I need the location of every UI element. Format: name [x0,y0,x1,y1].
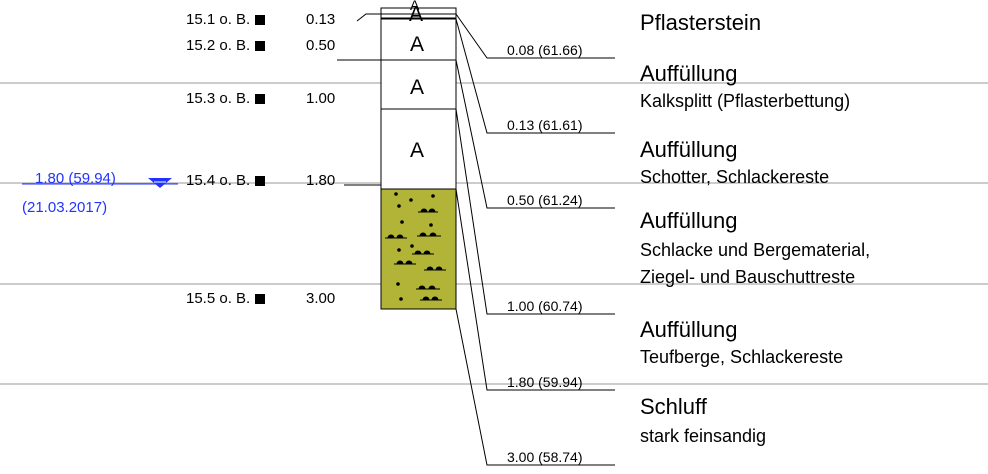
leader-0-08 [455,13,615,59]
elevation-label: 1.80 (59.94) [507,374,583,390]
layer-title: Auffüllung [640,137,738,162]
layer-symbol: A [409,3,424,26]
groundwater-marker [22,178,178,188]
layer-title: Schluff [640,394,707,419]
layer-description: Teufberge, Schlackereste [640,347,844,367]
sample-label: 15.4 o. B. [186,173,266,188]
layer-symbol: A [410,33,425,56]
layer-symbol: A [410,76,425,99]
sample-label: 15.2 o. B. [186,38,266,53]
sample-marker-icon [255,15,266,25]
layer-description: Schlacke und Bergematerial, [640,240,871,260]
leader-0-50 [455,59,615,209]
groundwater-date: (21.03.2017) [22,199,108,216]
layer-symbol: A [410,0,420,13]
elevation-label: 0.50 (61.24) [507,192,583,208]
layer-kalksplitt [380,18,457,61]
layer-schluff [380,188,457,310]
soil-column [380,7,457,310]
sample-marker-icon [255,41,266,51]
sample-label: 15.1 o. B. [186,12,266,27]
leader-0-13 [356,13,381,22]
layer-schotter [380,59,457,110]
leader-1-80 [455,188,615,391]
sample-depth: 3.00 [306,290,336,307]
elevation-label: 3.00 (58.74) [507,449,583,465]
sample-depth: 1.80 [306,172,336,189]
layer-description: Schotter, Schlackereste [640,167,830,187]
leader-3-00 [455,308,615,466]
sample-label: 15.5 o. B. [186,291,266,306]
elevation-label: 0.13 (61.61) [507,117,583,133]
elevation-label: 1.00 (60.74) [507,298,583,314]
layer-description: stark feinsandig [640,426,767,446]
sample-label: 15.3 o. B. [186,91,266,106]
sample-depth: 1.00 [306,90,336,107]
sample-depth: 0.13 [306,11,336,28]
sample-marker-icon [255,294,266,304]
layer-schlacke [380,108,457,190]
layer-title: Auffüllung [640,317,738,342]
sample-marker-icon [255,176,266,186]
sample-marker-icon [255,94,266,104]
elevation-label: 0.08 (61.66) [507,42,583,58]
sample-depth: 0.50 [306,37,336,54]
layer-description: Kalksplitt (Pflasterbettung) [640,91,851,111]
layer-title: Auffüllung [640,208,738,233]
schluff-hatch [385,192,446,301]
leader-0-13-r [455,18,615,134]
layer-description: Ziegel- und Bauschuttreste [640,267,856,287]
layer-pflasterstein [380,7,457,19]
leader-1-00 [455,108,615,315]
groundwater-level: 1.80 (59.94) [35,170,116,187]
groundwater-triangle-icon [148,178,172,188]
layer-symbol: A [410,139,425,162]
layer-title: Auffüllung [640,61,738,86]
layer-title: Pflasterstein [640,10,762,35]
